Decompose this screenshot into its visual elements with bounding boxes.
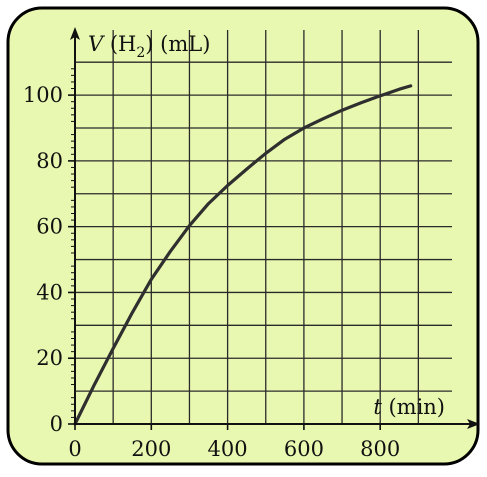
x-axis-label-rest: (min)	[382, 395, 445, 419]
tick-labels: 0 20 40 60 80 100 0 200 400 600 800	[23, 83, 400, 461]
y-tick-label: 100	[23, 83, 63, 107]
y-tick-label: 20	[36, 346, 63, 370]
y-axis-title: V (H2) (mL)	[88, 32, 210, 61]
y-axis-label-pre: (H	[103, 32, 136, 56]
y-tick-label: 80	[36, 149, 63, 173]
x-axis-title: t (min)	[373, 395, 445, 419]
y-axis-arrow	[70, 27, 80, 40]
x-axis-var: t	[373, 395, 382, 419]
chart-panel	[6, 6, 480, 466]
x-axis-arrow	[467, 419, 480, 429]
y-tick-label: 40	[36, 280, 63, 304]
x-tick-label: 0	[68, 437, 81, 461]
y-axis-var: V	[88, 32, 105, 56]
series	[73, 84, 413, 426]
axes	[68, 27, 480, 430]
x-tick-label: 400	[208, 437, 248, 461]
y-axis-label-sub: 2	[136, 45, 145, 61]
y-axis-label-post: ) (mL)	[145, 32, 210, 56]
y-tick-label: 0	[50, 412, 63, 436]
x-tick-label: 200	[131, 437, 171, 461]
x-tick-label: 600	[284, 437, 324, 461]
y-tick-label: 60	[36, 215, 63, 239]
x-tick-label: 800	[360, 437, 400, 461]
data-curve	[73, 84, 413, 426]
